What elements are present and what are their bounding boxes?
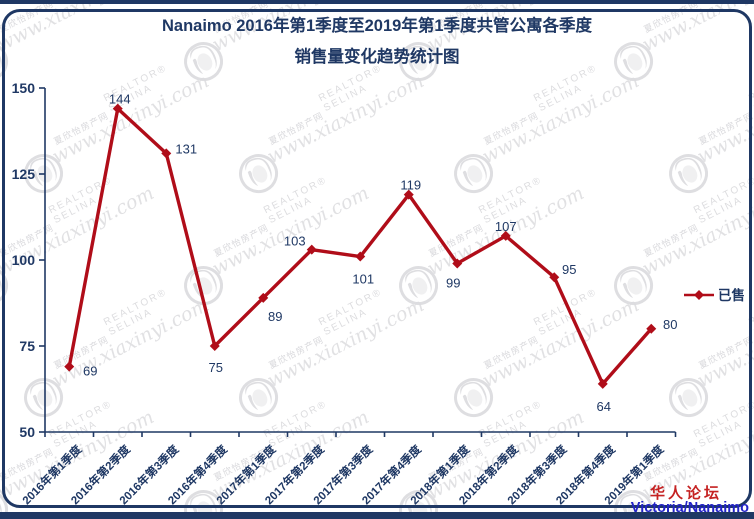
data-point-marker [355,251,366,262]
woman-head-icon [454,378,494,418]
woman-head-icon [184,42,224,82]
legend-label: 已售 [718,287,745,303]
sales-line [67,106,653,386]
data-point-label: 103 [284,234,306,249]
data-point-marker [209,341,220,351]
y-tick-label: 50 [19,424,35,440]
y-tick-label: 150 [12,80,36,96]
data-point-marker [597,378,608,389]
data-point-marker [500,230,511,241]
y-tick-label: 75 [19,338,35,354]
woman-head-icon [399,266,439,306]
data-point-label: 144 [109,92,131,107]
woman-head-icon [614,42,654,82]
chart-title: Nanaimo 2016年第1季度至2019年第1季度共管公寓各季度 销售量变化… [0,11,754,73]
data-point-label: 95 [562,262,576,277]
chart-title-line2: 销售量变化趋势统计图 [294,48,460,66]
bottom-border-bar [0,512,754,519]
data-point-label: 107 [495,219,517,234]
data-point-marker [258,292,269,303]
woman-head-icon [669,154,709,194]
data-point-marker [64,361,75,372]
y-tick-label: 125 [12,166,36,182]
data-point-label: 75 [209,360,223,375]
data-point-label: 80 [663,317,677,332]
data-point-label: 119 [400,178,421,193]
top-border-bar [0,0,754,4]
data-point-marker [549,272,560,283]
woman-head-icon [239,154,279,194]
woman-head-icon [454,154,494,194]
location-signature: Victoria/Nanaimo [630,500,749,516]
data-point-label: 89 [268,309,282,324]
data-point-label: 99 [446,275,460,290]
woman-head-icon [399,42,439,82]
forum-signature: 华人论坛 [649,485,722,502]
data-point-label: 69 [83,364,97,379]
data-point-label: 64 [597,399,611,414]
data-point-marker [161,148,172,159]
data-point-marker [112,103,123,114]
chart-title-line1: Nanaimo 2016年第1季度至2019年第1季度共管公寓各季度 [161,17,593,35]
data-point-label: 131 [175,141,197,156]
y-tick-label: 100 [12,252,36,268]
woman-head-icon [614,266,654,306]
legend-diamond-icon [694,290,704,300]
woman-head-icon [669,378,709,418]
data-point-marker [646,323,657,334]
data-point-label: 101 [352,272,374,287]
woman-head-icon [239,378,279,418]
data-point-marker [306,244,317,255]
data-point-marker [452,258,463,269]
data-point-marker [403,189,414,200]
